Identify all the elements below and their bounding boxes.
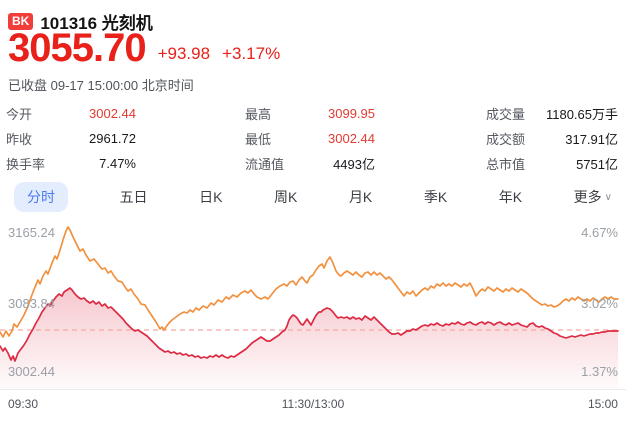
y-axis-percent-low: 1.37%	[581, 364, 618, 379]
current-price: 3055.70	[8, 26, 147, 70]
tab-five-day[interactable]: 五日	[120, 190, 148, 204]
stat-value: 3002.44	[328, 131, 375, 146]
stat-value: 7.47%	[99, 156, 136, 171]
sector-type-badge: BK	[8, 12, 34, 31]
stat-value: 4493亿	[333, 157, 375, 172]
stat-value: 1180.65万手	[545, 107, 618, 122]
intraday-chart-area: 3165.24 3083.84 3002.44 4.67% 3.02% 1.37…	[0, 222, 626, 389]
stat-label: 昨收	[6, 132, 33, 147]
stats-column-2: 最高 3099.95 最低 3002.44 流通值 4493亿	[245, 101, 375, 176]
stat-value: 5751亿	[576, 157, 618, 172]
tab-label: 五日	[119, 189, 148, 205]
stat-turnover-rate: 换手率 7.47%	[6, 151, 136, 176]
y-axis-label-mid: 3083.84	[8, 296, 55, 311]
stat-label: 总市值	[486, 157, 526, 172]
stat-market-cap: 总市值 5751亿	[486, 151, 618, 176]
stat-prev-close: 昨收 2961.72	[6, 126, 136, 151]
intraday-chart[interactable]	[0, 222, 626, 389]
page-title: 101316 光刻机	[40, 14, 153, 33]
time-axis-open: 09:30	[8, 397, 39, 411]
tab-quarterly-k[interactable]: 季K	[424, 190, 447, 204]
period-tab-bar: 分时 五日 日K 周K 月K 季K 年K 更多 ∨	[0, 180, 626, 214]
stat-value: 3002.44	[89, 106, 136, 121]
stat-label: 流通值	[245, 157, 285, 172]
time-axis: 09:30 11:30/13:00 15:00	[0, 389, 626, 424]
y-axis-label-high: 3165.24	[8, 225, 55, 240]
stat-low: 最低 3002.44	[245, 126, 375, 151]
stat-label: 换手率	[6, 157, 46, 172]
tab-yearly-k[interactable]: 年K	[499, 190, 522, 204]
stat-label: 最高	[245, 107, 272, 122]
price-change-percent: +3.17%	[222, 44, 281, 63]
page-header: BK 101316 光刻机	[8, 9, 153, 34]
stat-float-value: 流通值 4493亿	[245, 151, 375, 176]
stats-grid: 今开 3002.44 昨收 2961.72 换手率 7.47% 最高 3099.…	[0, 101, 626, 177]
stat-label: 成交额	[486, 132, 526, 147]
tab-label: 周K	[274, 189, 298, 205]
tab-label: 季K	[423, 189, 448, 205]
tab-monthly-k[interactable]: 月K	[349, 190, 372, 204]
time-axis-midday: 11:30/13:00	[281, 397, 345, 411]
price-change: +93.98	[157, 44, 211, 63]
stat-value: 317.91亿	[565, 132, 618, 147]
y-axis-percent-high: 4.67%	[581, 225, 618, 240]
tab-label: 年K	[498, 189, 523, 205]
quote-block: 3055.70 +93.98 +3.17%	[8, 26, 281, 70]
stat-open: 今开 3002.44	[6, 101, 136, 126]
stat-value: 2961.72	[89, 131, 136, 146]
stats-column-1: 今开 3002.44 昨收 2961.72 换手率 7.47%	[6, 101, 136, 176]
tab-label: 分时	[27, 189, 55, 205]
stat-high: 最高 3099.95	[245, 101, 375, 126]
tab-more[interactable]: 更多 ∨	[574, 190, 612, 204]
market-status: 已收盘 09-17 15:00:00 北京时间	[8, 78, 194, 93]
y-axis-percent-mid: 3.02%	[581, 296, 618, 311]
stat-label: 今开	[6, 107, 33, 122]
tab-daily-k[interactable]: 日K	[199, 190, 222, 204]
y-axis-label-low: 3002.44	[8, 364, 55, 379]
tab-minute[interactable]: 分时	[14, 182, 68, 212]
stat-value: 3099.95	[328, 106, 375, 121]
chevron-down-icon: ∨	[604, 192, 612, 203]
stat-label: 成交量	[486, 107, 526, 122]
stats-column-3: 成交量 1180.65万手 成交额 317.91亿 总市值 5751亿	[486, 101, 618, 176]
stat-volume: 成交量 1180.65万手	[486, 101, 618, 126]
stat-amount: 成交额 317.91亿	[486, 126, 618, 151]
tab-label: 更多	[573, 189, 602, 205]
tab-label: 日K	[199, 189, 223, 205]
stat-label: 最低	[245, 132, 272, 147]
tab-label: 月K	[348, 189, 373, 205]
time-axis-close: 15:00	[587, 397, 618, 411]
tab-weekly-k[interactable]: 周K	[274, 190, 297, 204]
